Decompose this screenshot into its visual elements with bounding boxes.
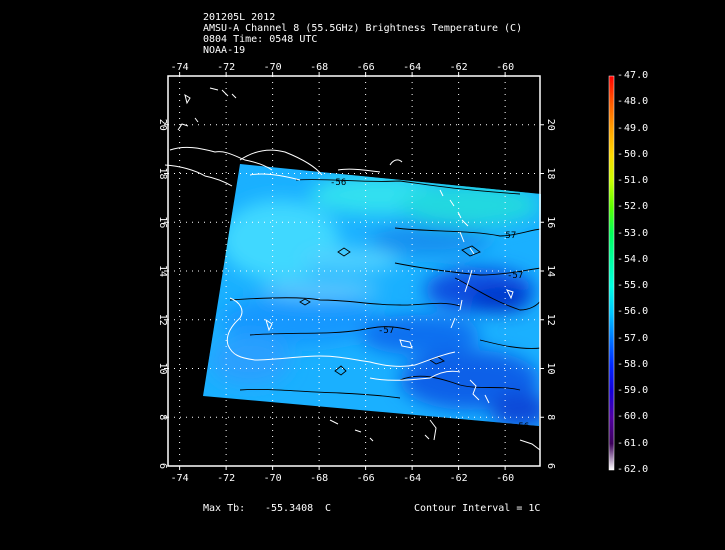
lat-tick-label-right: 14 [545,265,556,277]
colorbar-label: 51.0 [617,175,648,186]
lon-tick-label-top: -62 [450,62,468,73]
title-satellite: NOAA-19 [203,45,246,56]
colorbar-label: 50.0 [617,149,648,160]
max-tb-unit: C [325,503,332,514]
title-block: 201205L 2012 AMSU-A Channel 8 (55.5GHz) … [203,12,522,56]
lat-tick-label-left: 8 [157,414,168,420]
colorbar [608,75,615,471]
lon-tick-label-bottom: -66 [357,473,375,484]
contour-labels: -56 -57 -57 -57 -56 [330,178,529,432]
lat-tick-label-left: 16 [157,216,168,228]
lon-tick-label-bottom: -68 [310,473,328,484]
lat-tick-label-right: 18 [545,167,556,179]
lon-tick-label-top: -70 [264,62,282,73]
lon-tick-label-top: -72 [217,62,235,73]
coastlines [164,87,541,451]
axis-ticks [164,72,544,470]
contour-label: -57 [378,326,394,336]
title-time: 0804 Time: 0548 UTC [203,34,318,45]
max-tb-label: Max Tb: [203,503,246,514]
colorbar-label: 47.0 [617,70,648,81]
lat-tick-label-left: 10 [157,362,168,374]
brightness-temperature-swath [203,164,541,426]
lon-tick-label-top: -66 [357,62,375,73]
lat-tick-label-left: 18 [157,167,168,179]
title-product: AMSU-A Channel 8 (55.5GHz) Brightness Te… [203,23,523,34]
title-storm: 201205L 2012 [203,12,276,23]
lat-tick-label-right: 20 [545,119,556,131]
lat-tick-label-right: 12 [545,314,556,326]
lon-tick-label-top: -60 [496,62,514,73]
colorbar-label: 54.0 [617,254,648,265]
contour-label: -57 [507,271,523,281]
lon-tick-label-top: -68 [310,62,328,73]
colorbar-label: 62.0 [617,464,648,475]
lat-tick-label-left: 6 [157,463,168,469]
lon-tick-label-bottom: -62 [450,473,468,484]
lat-lon-grid [168,76,540,466]
colorbar-label: 52.0 [617,201,648,212]
lon-tick-label-bottom: -64 [403,473,421,484]
contour-interval: Contour Interval = 1C [414,503,541,514]
lon-tick-label-top: -64 [403,62,421,73]
lat-tick-label-right: 6 [545,463,556,469]
colorbar-label: 57.0 [617,333,648,344]
lat-tick-label-left: 20 [157,119,168,131]
lon-tick-label-bottom: -74 [171,473,189,484]
colorbar-label: 58.0 [617,359,648,370]
axis-tick-labels: -74 -74 -72 -72 -70 -70 -68 -68 -66 -66 -64 -64 -62 -… [157,62,556,484]
lat-tick-label-right: 16 [545,216,556,228]
contour-label: -56 [330,178,346,188]
colorbar-label: 55.0 [617,280,648,291]
max-tb-value: -55.3408 [265,503,314,514]
lon-tick-label-top: -74 [171,62,189,73]
colorbar-gradient [608,75,615,471]
lat-tick-label-left: 14 [157,265,168,277]
colorbar-label: 49.0 [617,123,648,134]
contour-label: -56 [513,422,529,432]
colorbar-label: 56.0 [617,306,648,317]
colorbar-label: 48.0 [617,96,648,107]
colorbar-label: 53.0 [617,228,648,239]
colorbar-label: 60.0 [617,411,648,422]
lon-tick-label-bottom: -72 [217,473,235,484]
lon-tick-label-bottom: -70 [264,473,282,484]
colorbar-label: 59.0 [617,385,648,396]
lat-tick-label-right: 10 [545,362,556,374]
lat-tick-label-left: 12 [157,314,168,326]
colorbar-label: 61.0 [617,438,648,449]
lat-tick-label-right: 8 [545,414,556,420]
contour-label: -57 [500,231,516,241]
lon-tick-label-bottom: -60 [496,473,514,484]
